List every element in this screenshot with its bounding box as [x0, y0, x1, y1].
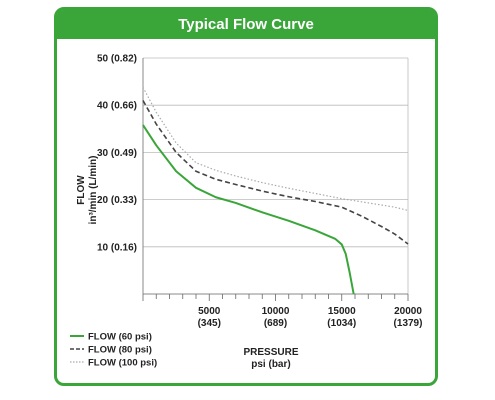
x-tick-sublabel-10000: (689)	[264, 318, 287, 329]
y-tick-label-20: 20 (0.33)	[97, 195, 137, 206]
x-tick-sublabel-15000: (1034)	[327, 318, 356, 329]
legend-label-1: FLOW (60 psi)	[88, 332, 152, 343]
y-tick-label-40: 40 (0.66)	[97, 101, 137, 112]
y-axis-unit: in³/min (L/min)	[88, 156, 99, 225]
y-tick-label-30: 30 (0.49)	[97, 148, 137, 159]
series-line-2	[142, 100, 409, 245]
series-line-1	[142, 124, 355, 295]
x-tick-label-20000: 20000	[394, 306, 422, 317]
legend-label-2: FLOW (80 psi)	[88, 345, 152, 356]
y-tick-label-50: 50 (0.82)	[97, 54, 137, 65]
x-tick-sublabel-5000: (345)	[198, 318, 221, 329]
legend-label-3: FLOW (100 psi)	[88, 358, 157, 369]
x-tick-sublabel-20000: (1379)	[394, 318, 423, 329]
chart-title: Typical Flow Curve	[57, 10, 435, 39]
y-tick-label-10: 10 (0.16)	[97, 242, 137, 253]
x-tick-label-5000: 5000	[198, 306, 221, 317]
x-axis-title: PRESSURE	[243, 347, 298, 358]
y-axis-title: FLOW	[76, 175, 87, 205]
x-axis-unit: psi (bar)	[251, 359, 290, 370]
x-tick-label-15000: 15000	[328, 306, 356, 317]
chart-card: Typical Flow Curve	[54, 7, 438, 386]
series-line-3	[142, 86, 409, 212]
x-tick-label-10000: 10000	[262, 306, 290, 317]
